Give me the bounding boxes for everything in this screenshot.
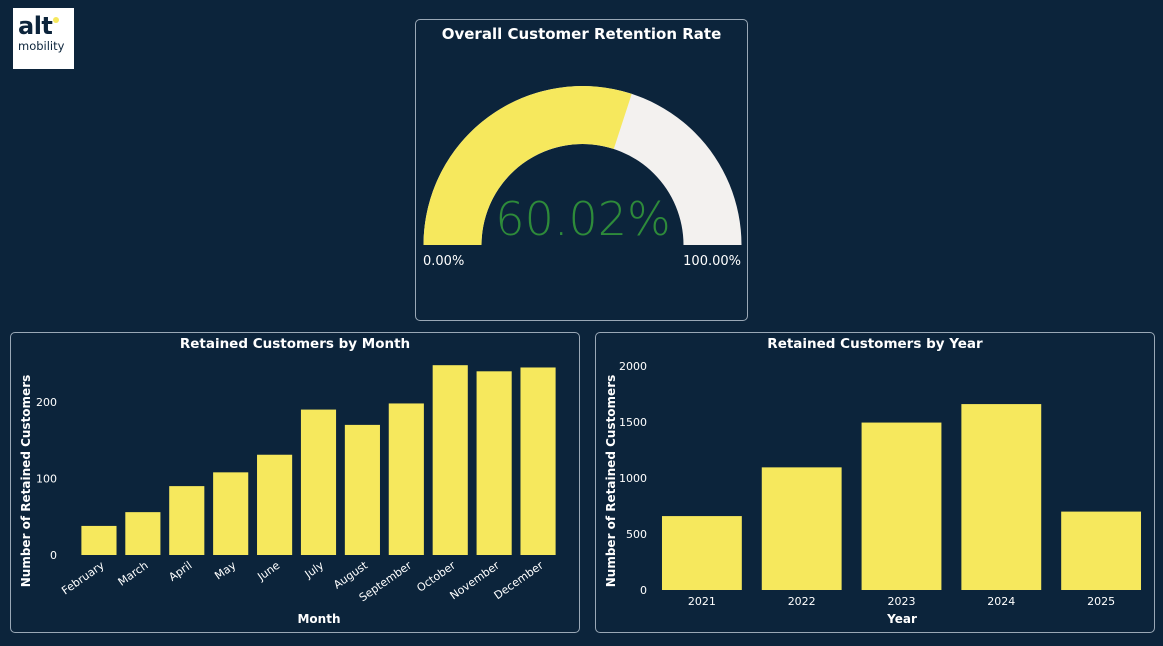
year-chart-panel: Retained Customers by Year Number of Ret… bbox=[595, 332, 1155, 633]
gauge-max-label: 100.00% bbox=[683, 254, 741, 269]
gauge-min-label: 0.00% bbox=[423, 254, 464, 269]
retention-gauge: 60.02% 0.00% 100.00% bbox=[423, 86, 742, 269]
gauge-title: Overall Customer Retention Rate bbox=[441, 25, 722, 43]
month-chart-xlabel: Month bbox=[297, 612, 340, 626]
month-bar-december[interactable] bbox=[520, 367, 556, 555]
year-ytick-label: 1000 bbox=[619, 472, 647, 485]
month-bar-august[interactable] bbox=[344, 424, 380, 555]
year-chart-title: Retained Customers by Year bbox=[767, 336, 983, 352]
month-bar-june[interactable] bbox=[257, 454, 293, 555]
month-xtick-label: April bbox=[166, 559, 194, 584]
month-chart-ylabel: Number of Retained Customers bbox=[19, 375, 33, 588]
month-bar-september[interactable] bbox=[388, 403, 424, 555]
gauge-panel: Overall Customer Retention Rate 60.02% 0… bbox=[415, 19, 748, 321]
month-bar-march[interactable] bbox=[125, 512, 161, 555]
month-bar-april[interactable] bbox=[169, 486, 205, 555]
year-chart-ylabel: Number of Retained Customers bbox=[604, 375, 618, 588]
month-bar-july[interactable] bbox=[300, 409, 337, 555]
year-bar-2021[interactable] bbox=[661, 516, 742, 590]
month-chart-title: Retained Customers by Month bbox=[179, 336, 411, 352]
month-xtick-label: July bbox=[302, 559, 327, 582]
logo-text-mobility: mobility bbox=[18, 39, 65, 53]
month-ytick-label: 0 bbox=[50, 549, 57, 562]
year-chart-xlabel: Year bbox=[886, 612, 917, 626]
month-bar-february[interactable] bbox=[81, 525, 117, 555]
month-xtick-label: December bbox=[492, 559, 547, 603]
month-xtick-label: March bbox=[116, 559, 151, 589]
year-xtick-label: 2022 bbox=[788, 595, 816, 608]
month-ytick-label: 200 bbox=[36, 396, 57, 409]
company-logo: alt mobility bbox=[13, 8, 74, 69]
year-ytick-label: 500 bbox=[626, 528, 647, 541]
gauge-value: 60.02% bbox=[495, 192, 670, 246]
year-bar-chart: Number of Retained Customers Year 0 500 10… bbox=[604, 360, 1142, 626]
year-ytick-label: 1500 bbox=[619, 416, 647, 429]
year-bar-2024[interactable] bbox=[961, 404, 1042, 590]
month-bar-november[interactable] bbox=[476, 371, 512, 555]
month-bar-may[interactable] bbox=[213, 472, 249, 555]
year-xtick-label: 2023 bbox=[888, 595, 916, 608]
month-bar-chart: Number of Retained Customers Month 0 100 2… bbox=[19, 365, 556, 626]
month-xtick-label: June bbox=[254, 559, 282, 584]
logo-dot bbox=[53, 17, 60, 23]
year-ytick-label: 2000 bbox=[619, 360, 647, 373]
year-xtick-label: 2024 bbox=[987, 595, 1015, 608]
year-bar-2025[interactable] bbox=[1061, 511, 1142, 590]
month-chart-panel: Retained Customers by Month Number of Re… bbox=[10, 332, 580, 633]
month-xtick-label: August bbox=[331, 558, 371, 591]
month-bar-october[interactable] bbox=[432, 365, 468, 555]
month-ytick-label: 100 bbox=[36, 472, 57, 485]
year-bar-2022[interactable] bbox=[761, 467, 842, 590]
logo-text-alt: alt bbox=[18, 12, 53, 40]
year-bar-2023[interactable] bbox=[861, 422, 942, 590]
month-xtick-label: February bbox=[59, 559, 107, 598]
year-xtick-label: 2025 bbox=[1087, 595, 1115, 608]
month-xtick-label: May bbox=[212, 559, 238, 583]
gauge-fill bbox=[423, 86, 632, 245]
year-ytick-label: 0 bbox=[640, 584, 647, 597]
year-xtick-label: 2021 bbox=[688, 595, 716, 608]
